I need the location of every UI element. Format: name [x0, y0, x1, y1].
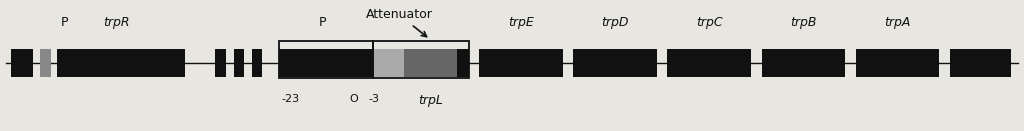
Text: Attenuator: Attenuator	[366, 9, 433, 37]
Bar	[949, 49, 1011, 77]
Bar	[11, 49, 34, 77]
Text: trpC: trpC	[696, 16, 723, 29]
Bar	[373, 49, 403, 77]
Text: O: O	[349, 94, 357, 104]
Text: -3: -3	[369, 94, 380, 104]
Bar	[573, 49, 657, 77]
Bar	[762, 49, 846, 77]
Text: trpD: trpD	[601, 16, 629, 29]
Bar	[252, 49, 262, 77]
Bar	[856, 49, 939, 77]
Bar	[215, 49, 225, 77]
Text: P: P	[60, 16, 68, 29]
Bar	[233, 49, 244, 77]
Bar	[403, 49, 457, 77]
Text: trpL: trpL	[418, 94, 442, 107]
Bar	[479, 49, 563, 77]
Text: trpA: trpA	[885, 16, 910, 29]
Bar	[457, 49, 469, 77]
Bar	[373, 41, 469, 78]
Text: -23: -23	[281, 94, 299, 104]
Bar	[40, 49, 51, 77]
Text: P: P	[319, 16, 327, 29]
Text: trpE: trpE	[508, 16, 535, 29]
Bar	[57, 49, 184, 77]
Text: trpB: trpB	[791, 16, 817, 29]
Text: trpR: trpR	[103, 16, 129, 29]
Bar	[279, 41, 373, 78]
Bar	[279, 49, 373, 77]
Bar	[668, 49, 752, 77]
